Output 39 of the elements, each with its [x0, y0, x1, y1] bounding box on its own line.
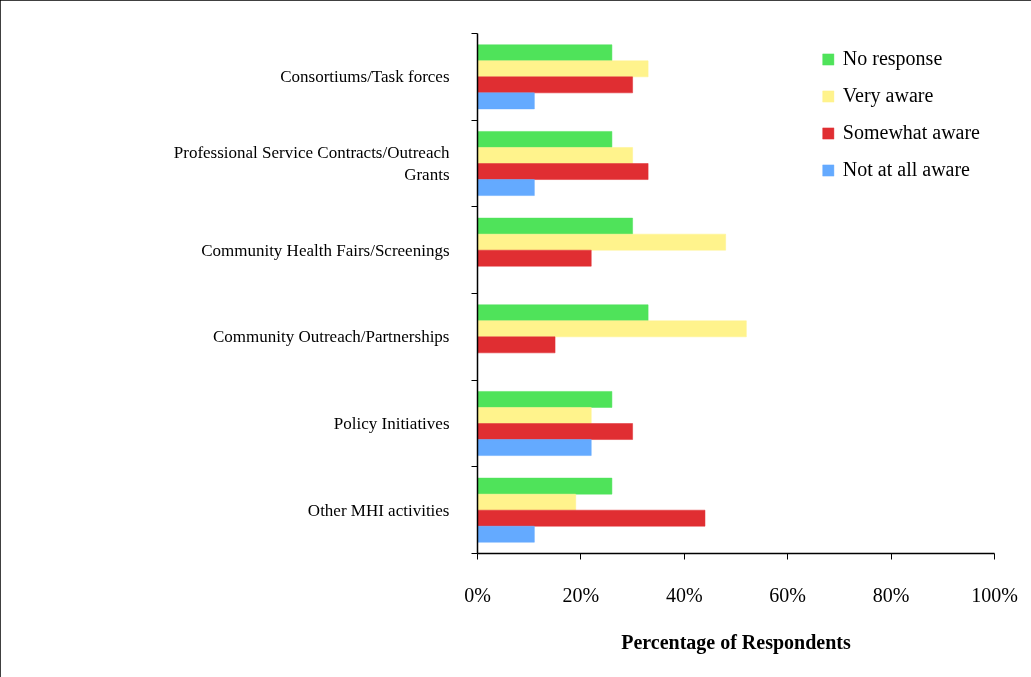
bar: [477, 179, 535, 196]
bar: [477, 320, 747, 338]
bar: [477, 336, 556, 354]
bar: [477, 163, 649, 180]
bar: [477, 147, 633, 164]
legend-label: Somewhat aware: [842, 121, 980, 144]
bar: [477, 76, 633, 94]
bar: [477, 233, 726, 251]
bar: [477, 391, 613, 408]
y-tick-label: Other MHI activities: [307, 500, 450, 520]
x-axis-title: Percentage of Respondents: [621, 630, 852, 654]
bar: [477, 493, 576, 511]
legend-label: Not at all aware: [842, 158, 970, 181]
bar: [477, 439, 592, 456]
y-tick-label: Community Health Fairs/Screenings: [201, 240, 450, 260]
bar: [477, 131, 613, 148]
y-tick-label: Policy Initiatives: [333, 414, 450, 433]
bar: [477, 304, 649, 322]
y-tick-label: Community Outreach/Partnerships: [212, 327, 450, 347]
bar: [477, 509, 706, 527]
bar: [477, 60, 649, 78]
x-tick-label: 80%: [872, 583, 910, 606]
x-tick-label: 20%: [562, 583, 600, 606]
y-tick-label: Consortiums/Task forces: [280, 67, 450, 87]
legend-label: Very aware: [842, 84, 934, 107]
legend-label: No response: [842, 47, 943, 70]
bar: [477, 217, 633, 235]
bar: [477, 249, 592, 267]
bar: [477, 477, 613, 495]
x-tick-label: 100%: [971, 583, 1018, 606]
y-tick-label: Professional Service Contracts/Outreach Grants: [173, 142, 450, 185]
bar: [477, 525, 535, 543]
bar: [477, 423, 633, 440]
x-tick-label: 60%: [769, 583, 807, 606]
bar: [477, 92, 535, 110]
bar: [477, 44, 613, 62]
x-tick-label: 40%: [665, 583, 703, 606]
x-tick-label: 0%: [464, 583, 491, 606]
bar: [477, 407, 592, 424]
